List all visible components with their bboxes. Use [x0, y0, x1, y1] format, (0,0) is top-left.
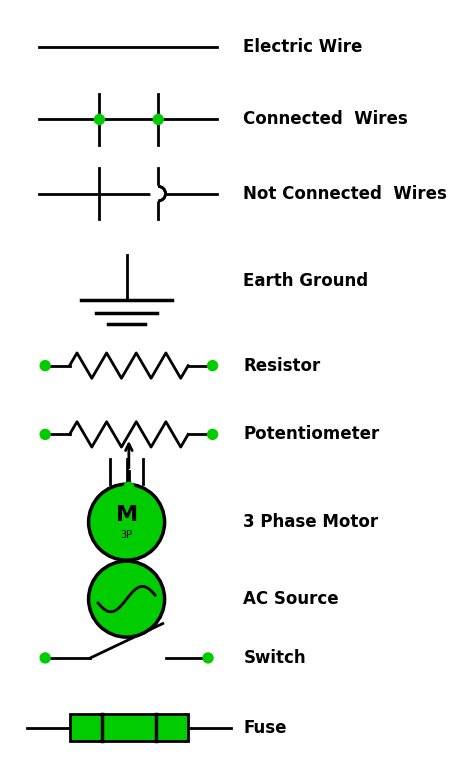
Text: Connected  Wires: Connected Wires [244, 110, 408, 129]
Circle shape [40, 430, 50, 440]
Text: Fuse: Fuse [244, 719, 287, 737]
Circle shape [94, 114, 104, 124]
Text: Not Connected  Wires: Not Connected Wires [244, 184, 447, 203]
Text: Potentiometer: Potentiometer [244, 425, 380, 443]
Text: 3 Phase Motor: 3 Phase Motor [244, 513, 379, 531]
Circle shape [89, 561, 164, 637]
Text: Electric Wire: Electric Wire [244, 38, 363, 56]
Circle shape [40, 653, 50, 663]
Circle shape [208, 360, 218, 370]
Circle shape [89, 484, 164, 560]
Text: Earth Ground: Earth Ground [244, 271, 369, 290]
Text: 3P: 3P [120, 530, 133, 539]
Circle shape [153, 114, 163, 124]
Circle shape [208, 430, 218, 440]
Circle shape [40, 360, 50, 370]
Text: M: M [116, 505, 137, 525]
Circle shape [203, 653, 213, 663]
Bar [70, 714, 188, 741]
Text: AC Source: AC Source [244, 590, 339, 608]
Text: Resistor: Resistor [244, 357, 321, 375]
Circle shape [151, 187, 165, 201]
Circle shape [124, 482, 134, 492]
Text: Switch: Switch [244, 649, 306, 667]
